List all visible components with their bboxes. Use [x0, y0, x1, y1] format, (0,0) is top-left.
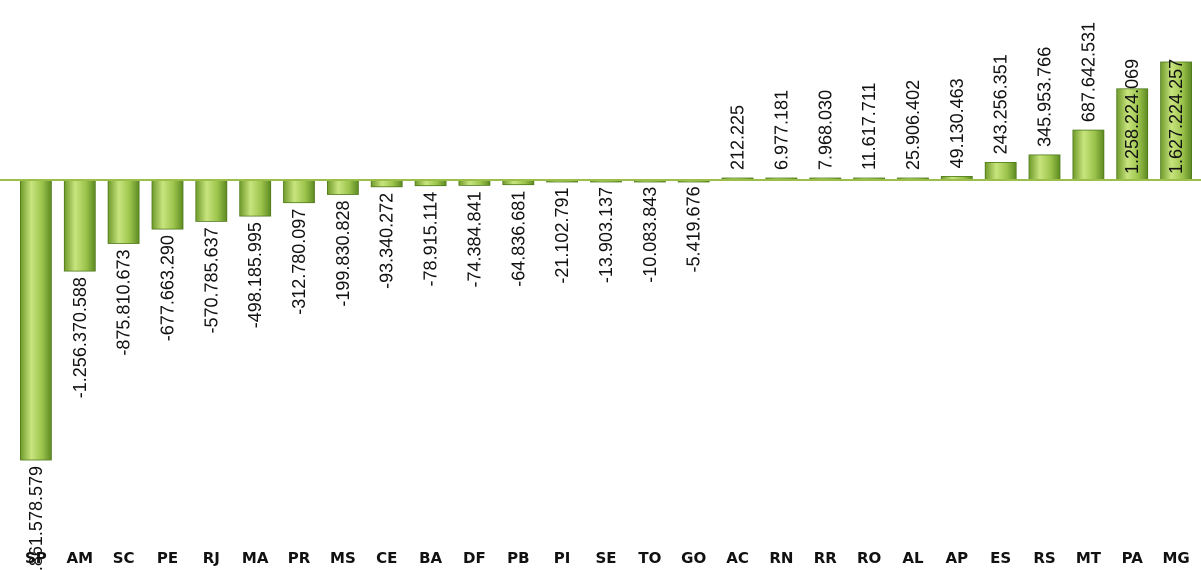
bar-pr	[283, 179, 315, 204]
category-label-ma: MA	[242, 549, 269, 567]
category-label-rs: RS	[1033, 549, 1055, 567]
bar-sc	[107, 179, 140, 244]
bar-mg	[1160, 61, 1192, 181]
value-label-df: -74.384.841	[464, 191, 484, 287]
bar-pa	[1116, 88, 1149, 181]
bar-sp	[19, 179, 52, 461]
value-label-mg: 1.627.224.257	[1166, 59, 1186, 174]
bar-am	[63, 179, 96, 272]
value-labels-group: -3.861.578.579 -1.256.370.588 -875.810.673…	[26, 22, 1186, 570]
category-label-pi: PI	[554, 549, 571, 567]
value-label-mt: 687.642.531	[1078, 22, 1098, 122]
value-label-ac: 212.225	[728, 105, 748, 170]
category-label-pe: PE	[157, 549, 178, 567]
category-label-go: GO	[681, 549, 706, 567]
category-label-rr: RR	[814, 549, 838, 567]
value-label-rs: 345.953.766	[1035, 47, 1055, 147]
value-label-sp: -3.861.578.579	[26, 466, 46, 570]
value-label-pe: -677.663.290	[158, 235, 178, 341]
value-label-se: -13.903.137	[596, 187, 616, 283]
value-label-rr: 7.968.030	[815, 90, 835, 170]
category-label-df: DF	[463, 549, 486, 567]
category-label-ms: MS	[330, 549, 356, 567]
value-label-am: -1.256.370.588	[70, 277, 90, 398]
bar-mt	[1072, 129, 1105, 181]
category-label-to: TO	[638, 549, 661, 567]
value-label-al: 25.906.402	[903, 80, 923, 170]
value-label-go: -5.419.676	[684, 186, 704, 272]
value-label-to: -10.083.843	[640, 187, 660, 283]
category-label-ce: CE	[376, 549, 397, 567]
bar-pe	[151, 179, 184, 230]
category-label-sc: SC	[113, 549, 135, 567]
category-labels-group: SP AM SC PE RJ MA PR MS CE BA DF PB PI SE TO GO AC RN RR RO…	[25, 549, 1190, 567]
category-label-pa: PA	[1122, 549, 1144, 567]
bar-es	[984, 161, 1017, 181]
category-label-sp: SP	[25, 549, 47, 567]
category-label-ap: AP	[945, 549, 968, 567]
category-label-mg: MG	[1162, 549, 1189, 567]
category-label-se: SE	[595, 549, 616, 567]
value-label-rj: -570.785.637	[201, 227, 221, 333]
value-label-ba: -78.915.114	[421, 192, 441, 287]
value-label-pr: -312.780.097	[289, 209, 309, 315]
category-label-rj: RJ	[203, 549, 220, 567]
value-label-rn: 6.977.181	[771, 90, 791, 170]
category-label-es: ES	[990, 549, 1011, 567]
category-label-rn: RN	[769, 549, 793, 567]
bar-ce	[370, 179, 403, 188]
category-label-ba: BA	[419, 549, 442, 567]
value-label-pi: -21.102.791	[552, 188, 572, 284]
value-label-ms: -199.830.828	[333, 201, 353, 307]
category-label-pb: PB	[507, 549, 529, 567]
value-label-ce: -93.340.272	[377, 193, 397, 289]
category-label-al: AL	[902, 549, 924, 567]
category-label-ac: AC	[726, 549, 749, 567]
value-label-ma: -498.185.995	[245, 222, 265, 328]
bar-ms	[326, 179, 359, 195]
category-label-mt: MT	[1076, 549, 1102, 567]
value-label-ro: 11.617.711	[859, 83, 879, 170]
value-label-pa: 1.258.224.069	[1122, 59, 1142, 174]
bar-ma	[239, 179, 272, 217]
value-label-ap: 49.130.463	[947, 78, 967, 168]
bar-rj	[195, 179, 228, 222]
category-label-pr: PR	[288, 549, 311, 567]
value-label-es: 243.256.351	[991, 54, 1011, 154]
value-label-pb: -64.836.681	[508, 191, 528, 287]
category-label-am: AM	[67, 549, 94, 567]
bar-rs	[1028, 154, 1061, 181]
category-label-ro: RO	[857, 549, 881, 567]
value-label-sc: -875.810.673	[114, 250, 134, 356]
